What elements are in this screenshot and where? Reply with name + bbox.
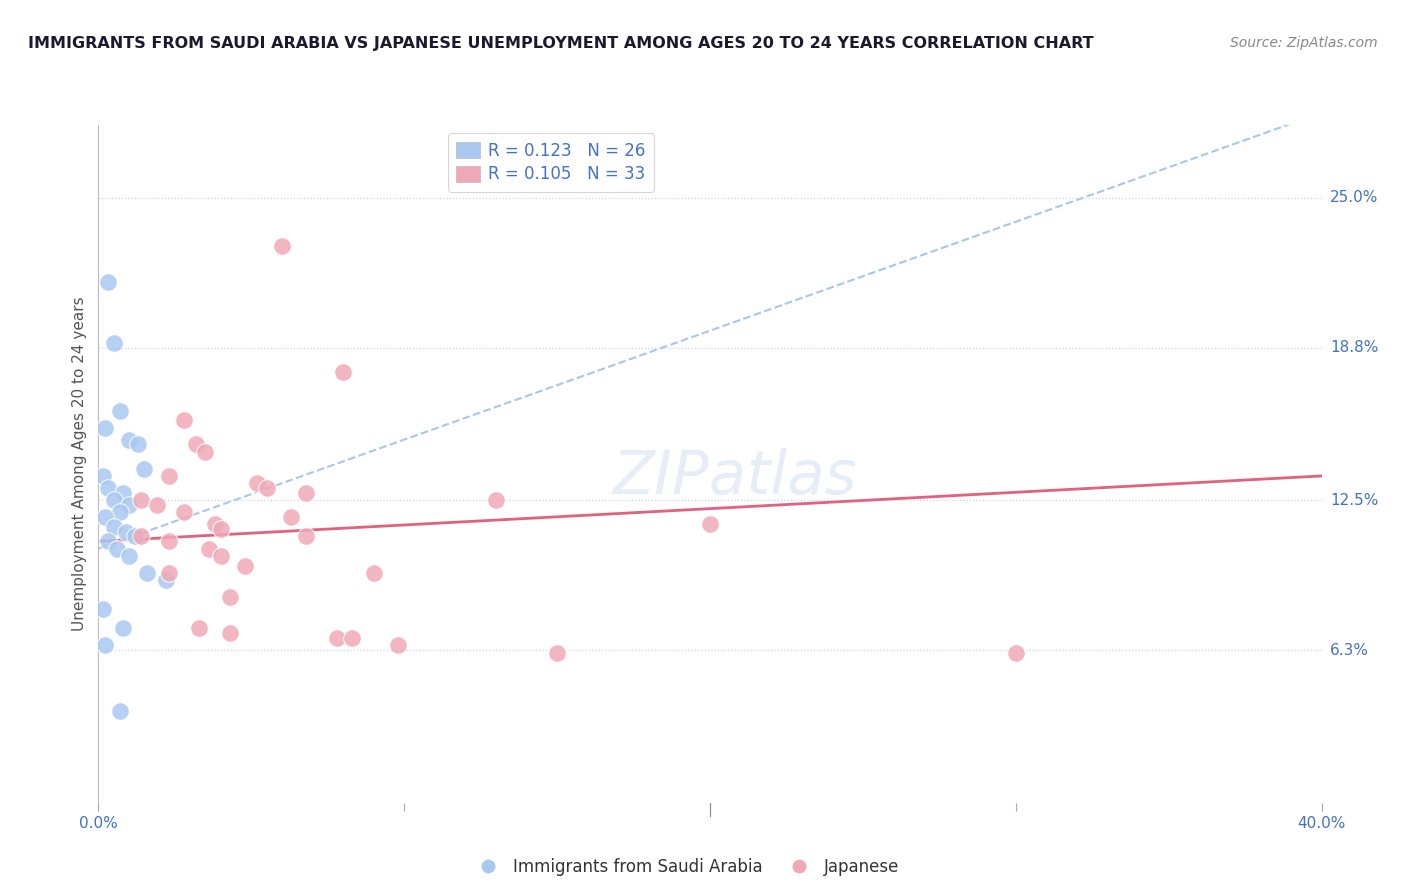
Point (256, 481, 278, 495)
Point (103, 520, 125, 534)
Point (387, 639, 409, 653)
Point (108, 704, 131, 718)
Point (108, 505, 131, 519)
Point (188, 622, 211, 636)
Point (97, 534, 120, 549)
Legend: Immigrants from Saudi Arabia, Japanese: Immigrants from Saudi Arabia, Japanese (465, 851, 907, 882)
Point (194, 444, 217, 458)
Point (91, 469, 114, 483)
Point (546, 646, 568, 660)
Point (342, 631, 364, 645)
Point (186, 437, 208, 451)
Point (118, 433, 141, 447)
Point (97, 275, 120, 289)
Text: 6.3%: 6.3% (1330, 643, 1369, 657)
Point (124, 529, 146, 543)
Point (91, 602, 114, 616)
Point (127, 437, 149, 451)
Text: 12.5%: 12.5% (1330, 492, 1378, 508)
Text: ZIPatlas: ZIPatlas (612, 448, 856, 507)
Point (118, 498, 141, 512)
Point (219, 590, 242, 604)
Point (157, 566, 180, 580)
Point (129, 493, 152, 508)
Point (295, 486, 318, 500)
Point (97, 481, 120, 495)
Y-axis label: Unemployment Among Ages 20 to 24 years: Unemployment Among Ages 20 to 24 years (72, 296, 87, 632)
Point (295, 529, 318, 543)
Point (115, 524, 138, 539)
Point (270, 239, 294, 253)
Point (108, 403, 131, 417)
Point (209, 522, 232, 536)
Point (204, 517, 226, 532)
Point (111, 486, 134, 500)
Point (209, 549, 232, 563)
Point (485, 493, 508, 508)
Point (145, 498, 167, 512)
Point (136, 566, 159, 580)
Point (233, 558, 256, 573)
Point (332, 365, 354, 379)
Point (93, 510, 115, 524)
Point (157, 469, 180, 483)
Point (118, 549, 141, 563)
Point (93, 420, 115, 434)
Point (155, 573, 177, 587)
Point (134, 461, 156, 475)
Point (157, 534, 180, 549)
Point (246, 476, 269, 491)
Point (93, 639, 115, 653)
Point (219, 626, 242, 640)
Point (103, 335, 125, 350)
Text: 18.8%: 18.8% (1330, 340, 1378, 355)
Point (699, 517, 721, 532)
Point (173, 505, 195, 519)
Point (103, 493, 125, 508)
Point (105, 541, 128, 556)
Point (129, 529, 152, 543)
Point (280, 510, 302, 524)
Text: 25.0%: 25.0% (1330, 190, 1378, 205)
Point (111, 622, 134, 636)
Point (173, 413, 195, 427)
Point (197, 541, 219, 556)
Point (326, 631, 349, 645)
Text: Source: ZipAtlas.com: Source: ZipAtlas.com (1230, 36, 1378, 50)
Text: IMMIGRANTS FROM SAUDI ARABIA VS JAPANESE UNEMPLOYMENT AMONG AGES 20 TO 24 YEARS : IMMIGRANTS FROM SAUDI ARABIA VS JAPANESE… (28, 36, 1094, 51)
Point (1004, 646, 1026, 660)
Point (363, 566, 385, 580)
